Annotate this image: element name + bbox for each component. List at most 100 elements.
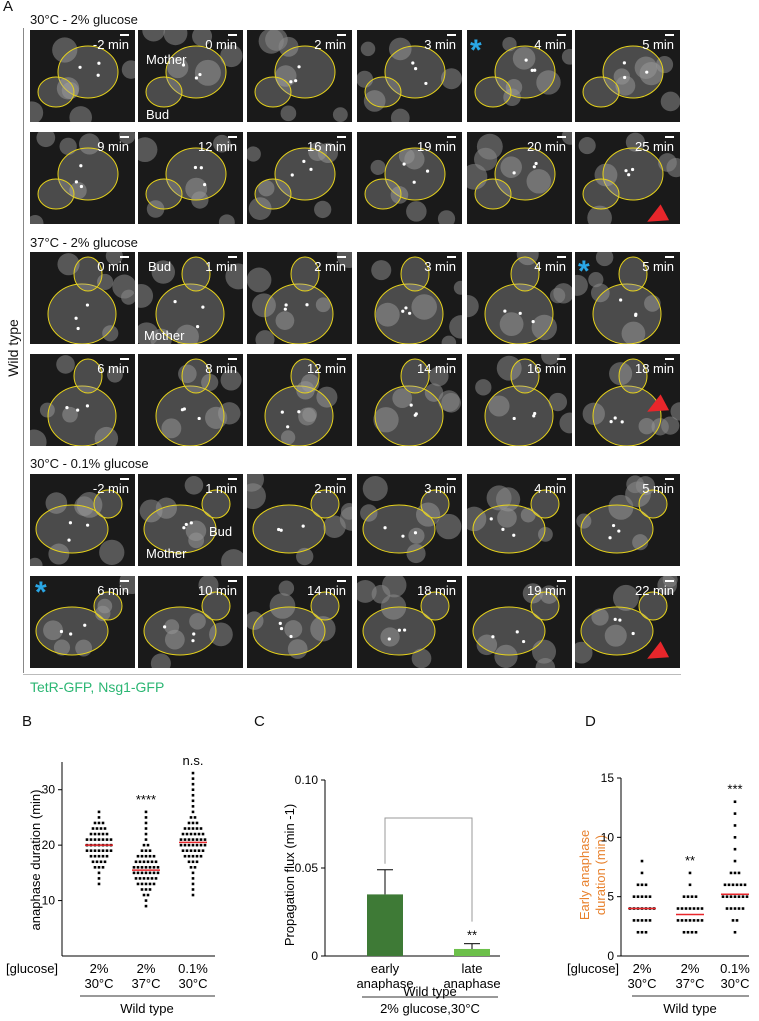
scale-bar — [228, 580, 237, 582]
panel-c-chart: Propagation flux (min -1) 0 0.05 0.10 ** e… — [282, 773, 501, 1016]
bud-cell-outline — [145, 76, 183, 108]
panel-b-group-label: Wild type — [120, 1001, 173, 1016]
cell-blob — [220, 44, 243, 68]
y-tick-label: 0.05 — [295, 861, 319, 875]
micrograph-tile: 20 min — [467, 132, 572, 224]
data-point — [694, 895, 698, 898]
timepoint-label: 2 min — [314, 259, 346, 274]
gfp-focus — [283, 307, 287, 311]
scale-bar — [228, 34, 237, 36]
data-point — [189, 849, 193, 852]
panel-b-xprefix: [glucose] — [6, 961, 58, 976]
cell-blob — [608, 494, 634, 520]
gfp-focus — [414, 66, 418, 71]
category-label: 30°C — [720, 976, 749, 991]
y-tick-label: 30 — [42, 783, 56, 797]
cell-blob — [310, 616, 336, 642]
data-point — [179, 843, 183, 847]
cell-blob — [69, 106, 93, 122]
cell-blob — [247, 267, 272, 293]
data-point — [676, 919, 680, 922]
gfp-focus — [401, 534, 405, 538]
gfp-focus — [196, 325, 200, 329]
data-point — [140, 854, 144, 858]
gfp-focus — [631, 631, 635, 636]
category-label: anaphase — [443, 976, 500, 991]
data-point — [134, 860, 138, 864]
gfp-focus — [387, 637, 391, 641]
scale-bar — [447, 256, 456, 258]
gfp-focus — [302, 159, 306, 163]
data-point — [195, 827, 199, 830]
bud-cell-outline — [510, 256, 540, 292]
data-point — [183, 854, 187, 858]
cell-blob — [522, 583, 543, 604]
data-point — [101, 849, 105, 852]
data-point — [636, 883, 640, 887]
micrograph-tile: 3 min — [357, 252, 462, 344]
gfp-focus — [193, 165, 198, 170]
gfp-focus — [402, 162, 406, 166]
scale-bar — [447, 580, 456, 582]
micrograph-tile: 19 min — [357, 132, 462, 224]
timepoint-label: 12 min — [197, 139, 237, 154]
cell-blob — [380, 627, 400, 647]
cell-blob — [161, 418, 182, 439]
mother-label: Mother — [144, 328, 185, 343]
data-point — [193, 832, 197, 836]
cell-blob — [582, 402, 605, 425]
data-point — [89, 849, 93, 852]
cell-blob — [201, 373, 219, 392]
data-point — [191, 882, 195, 886]
data-point — [741, 895, 745, 898]
cell-blob — [275, 311, 295, 331]
micrograph-tile: 5 min — [575, 474, 680, 566]
cell-blob — [559, 412, 572, 434]
cell-blob — [30, 101, 44, 122]
data-point — [203, 843, 207, 847]
data-point — [144, 871, 148, 875]
data-point — [187, 821, 191, 825]
data-point — [737, 871, 741, 875]
timepoint-label: 6 min — [97, 361, 129, 376]
cell-blob — [185, 520, 207, 542]
timepoint-label: 16 min — [306, 139, 346, 154]
data-point — [140, 866, 144, 869]
cell-blob — [121, 60, 135, 79]
cell-blob — [406, 201, 427, 222]
cell-blob — [494, 644, 518, 668]
mother-cell-outline — [472, 504, 546, 554]
scale-bar — [557, 358, 566, 360]
cell-blob — [658, 153, 677, 172]
scale-bar — [447, 478, 456, 480]
cell-blob — [541, 354, 560, 365]
timepoint-label: 6 min — [97, 583, 129, 598]
data-point — [680, 919, 684, 922]
micrograph-tile: 12 min — [247, 354, 352, 446]
gfp-focus — [85, 303, 90, 307]
mother-cell-outline — [484, 385, 554, 446]
data-point — [195, 854, 199, 858]
data-point — [136, 871, 140, 875]
gfp-focus — [613, 416, 617, 420]
data-point — [138, 860, 142, 864]
cell-blob — [604, 624, 627, 647]
panel-b-letter: B — [22, 713, 33, 730]
bud-cell-outline — [310, 591, 340, 621]
gfp-focus — [74, 316, 78, 320]
gfp-focus — [280, 410, 284, 414]
data-point — [733, 907, 737, 910]
data-point — [197, 849, 201, 852]
data-point — [152, 871, 156, 875]
data-point — [193, 816, 197, 819]
mother-cell-outline — [165, 147, 227, 201]
gfp-focus — [197, 416, 201, 421]
timepoint-label: 19 min — [526, 583, 566, 598]
cell-blob — [360, 41, 376, 57]
data-point — [148, 866, 152, 869]
gfp-focus — [408, 311, 412, 315]
micrograph-tile: 19 min — [467, 576, 572, 668]
timepoint-label: 22 min — [634, 583, 674, 598]
mother-cell-outline — [155, 283, 225, 344]
cell-blob — [499, 312, 524, 337]
